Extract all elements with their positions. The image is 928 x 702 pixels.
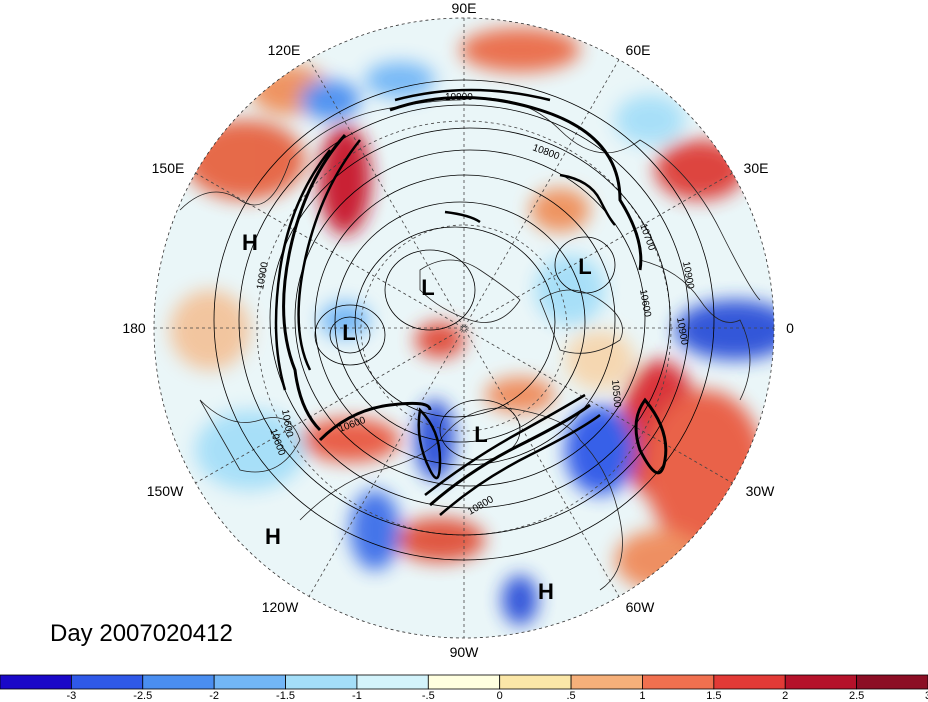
height-contours [213,79,715,561]
colorbar-swatch [642,674,715,690]
lon-label-0: 0 [786,320,794,336]
low-pressure-center: L [578,254,592,279]
colorbar-swatch [856,674,928,690]
colorbar-tick-label: 3 [925,690,928,702]
lon-label-90w: 90W [449,644,479,660]
colorbar-swatch [713,674,786,690]
colorbar-swatch [570,674,643,690]
lon-label-60w: 60W [625,599,655,615]
colorbar-tick-label: 2 [782,690,789,702]
lon-label-120w: 120W [261,599,299,615]
low-pressure-center: L [342,320,356,345]
colorbar-swatch [142,674,215,690]
coastlines [179,97,761,591]
lon-label-30e: 30E [743,160,769,176]
colorbar-swatch [285,674,358,690]
low-pressure-center: L [421,275,435,300]
colorbar-tick-label: 2.5 [848,690,865,702]
high-pressure-center: H [538,579,554,604]
contour-label: 10900 [445,92,473,103]
contour-label: 10500 [609,379,622,408]
colorbar [0,674,928,690]
contour-label: 10900 [255,261,271,291]
lon-label-30w: 30W [745,483,775,499]
colorbar-tick-label: .5 [566,690,576,702]
lon-label-60e: 60E [625,42,651,58]
lon-label-150w: 150W [146,483,184,499]
colorbar-tick-label: -2 [209,690,220,702]
colorbar-swatch [499,674,572,690]
colorbar-tick-label: -1.5 [276,690,296,702]
contour-label: 10900 [680,261,696,291]
contour-label: 10600 [637,289,653,319]
contour-label: 10600 [279,409,295,439]
high-pressure-center: H [242,230,258,255]
colorbar-swatch [356,674,429,690]
colorbar-tick-label: -2.5 [133,690,153,702]
high-pressure-center: H [265,524,281,549]
colorbar-tick-label: 0 [496,690,503,702]
colorbar-tick-label: 1.5 [706,690,722,702]
colorbar-swatch [70,674,144,690]
colorbar-swatch [784,674,858,690]
colorbar-tick-label: -3 [66,690,77,702]
colorbar-swatch [213,674,286,690]
map-boundary [153,17,775,639]
contour-label: 10900 [674,317,690,347]
low-pressure-center: L [474,422,488,447]
colorbar-tick-label: -1 [352,690,362,702]
date-label: Day 2007020412 [50,620,233,647]
lon-label-120e: 120E [267,42,301,58]
lon-label-150e: 150E [151,160,185,176]
anomaly-field: 10900 10800 10700 10900 10600 10900 1060… [154,18,774,638]
colorbar-swatch [427,674,501,690]
colorbar-tick-label: 1 [639,690,646,702]
colorbar-swatch [0,674,72,690]
lon-label-180: 180 [122,320,146,336]
colorbar-tick-label: -.5 [421,690,435,702]
lon-label-90e: 90E [451,0,477,16]
